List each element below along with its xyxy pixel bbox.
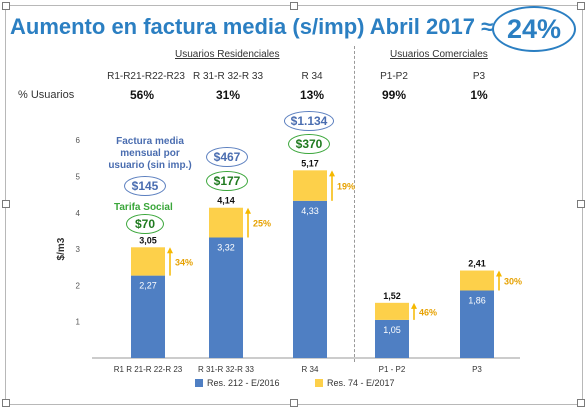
legend-swatch-increase <box>315 379 323 387</box>
bar-base-3 <box>375 319 409 358</box>
bar-total-label-1: 4,14 <box>217 196 235 206</box>
oval-bill-r3: $467 <box>206 147 248 167</box>
bar-base-0 <box>131 275 165 358</box>
user-pct-r34: 13% <box>299 88 325 102</box>
y-tick-label-2: 2 <box>76 281 81 290</box>
resize-handle-bottom-right[interactable] <box>577 399 585 407</box>
x-tick-label-1: R 31-R 32-R 33 <box>198 365 255 374</box>
bar-base-2 <box>293 200 327 358</box>
legend-swatch-base <box>195 379 203 387</box>
oval-bill-r1: $145 <box>124 176 166 196</box>
increase-arrowhead-2 <box>329 170 335 177</box>
y-axis-label: $/m3 <box>56 237 67 260</box>
x-tick-label-2: R 34 <box>302 365 319 374</box>
increase-pct-label-2: 19% <box>337 182 355 192</box>
resize-handle-left[interactable] <box>2 200 10 208</box>
group-divider <box>354 46 355 362</box>
bar-increase-0 <box>131 247 165 276</box>
oval-bill-r34: $1.134 <box>284 111 334 131</box>
header-code-r3: R 31-R 32-R 33 <box>192 71 264 82</box>
note-average-bill: Factura media mensual por usuario (sin i… <box>108 136 192 171</box>
x-tick-label-0: R1 R 21-R 22-R 23 <box>114 365 183 374</box>
oval-social-r34: $370 <box>288 134 330 154</box>
bar-total-label-2: 5,17 <box>301 158 319 168</box>
oval-social-r1: $70 <box>126 214 164 234</box>
y-tick-label-1: 1 <box>76 318 81 327</box>
user-pct-r3: 31% <box>215 88 241 102</box>
bar-increase-4 <box>460 270 494 291</box>
bar-increase-1 <box>209 207 243 238</box>
bar-increase-2 <box>293 170 327 201</box>
legend-label-increase: Res. 74 - E/2017 <box>327 378 395 388</box>
user-pct-r1: 56% <box>129 88 155 102</box>
x-tick-label-3: P1 - P2 <box>379 365 406 374</box>
resize-handle-top-left[interactable] <box>2 2 10 10</box>
group-header-residential: Usuarios Residenciales <box>175 49 280 60</box>
row-label-users: % Usuarios <box>18 89 75 101</box>
resize-handle-top-right[interactable] <box>577 2 585 10</box>
group-header-commercial: Usuarios Comerciales <box>390 49 488 60</box>
resize-handle-bottom-left[interactable] <box>2 399 10 407</box>
user-pct-p3: 1% <box>470 88 488 102</box>
page-title: Aumento en factura media (s/imp) Abril 2… <box>10 14 494 39</box>
headline-percent-badge: 24% <box>492 6 576 52</box>
header-code-r34: R 34 <box>301 71 323 82</box>
bar-base-label-0: 2,27 <box>139 281 157 291</box>
bar-total-label-3: 1,52 <box>383 291 401 301</box>
increase-arrowhead-4 <box>496 270 502 277</box>
bar-total-label-4: 2,41 <box>468 259 486 269</box>
header-code-r1: R1-R21-R22-R23 <box>107 71 185 82</box>
legend-label-base: Res. 212 - E/2016 <box>207 378 280 388</box>
increase-arrowhead-1 <box>245 207 251 214</box>
bar-base-label-2: 4,33 <box>301 206 319 216</box>
x-tick-label-4: P3 <box>472 365 482 374</box>
increase-arrowhead-0 <box>167 247 173 254</box>
increase-arrowhead-3 <box>411 302 417 309</box>
bar-base-label-1: 3,32 <box>217 242 235 252</box>
increase-pct-label-0: 34% <box>175 257 193 267</box>
increase-pct-label-4: 30% <box>504 276 522 286</box>
bar-total-label-0: 3,05 <box>139 235 157 245</box>
bar-increase-3 <box>375 302 409 320</box>
resize-handle-bottom[interactable] <box>290 399 298 407</box>
bar-base-label-4: 1,86 <box>468 295 486 305</box>
bar-base-4 <box>460 290 494 358</box>
increase-pct-label-1: 25% <box>253 219 271 229</box>
note-social-tariff: Tarifa Social <box>114 202 173 213</box>
y-tick-label-5: 5 <box>76 173 81 182</box>
header-code-p1p2: P1-P2 <box>380 71 408 82</box>
increase-pct-label-3: 46% <box>419 307 437 317</box>
y-tick-label-4: 4 <box>76 209 81 218</box>
y-tick-label-3: 3 <box>76 245 81 254</box>
oval-social-r3: $177 <box>206 171 248 191</box>
user-pct-p1p2: 99% <box>381 88 407 102</box>
bar-base-1 <box>209 237 243 358</box>
header-code-p3: P3 <box>472 71 486 82</box>
resize-handle-right[interactable] <box>577 200 585 208</box>
resize-handle-top[interactable] <box>290 2 298 10</box>
bar-base-label-3: 1,05 <box>383 325 401 335</box>
y-tick-label-6: 6 <box>76 136 81 145</box>
